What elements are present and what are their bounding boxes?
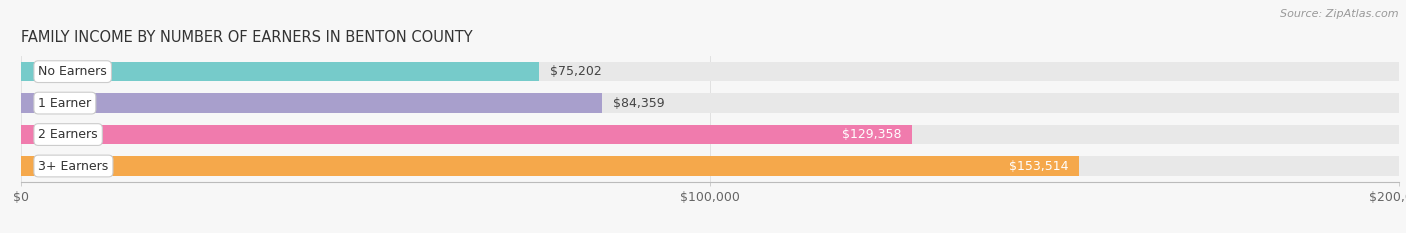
Bar (21, 156, 1399, 176)
Text: 3+ Earners: 3+ Earners (38, 160, 108, 172)
Text: FAMILY INCOME BY NUMBER OF EARNERS IN BENTON COUNTY: FAMILY INCOME BY NUMBER OF EARNERS IN BE… (21, 30, 472, 45)
Text: Source: ZipAtlas.com: Source: ZipAtlas.com (1281, 9, 1399, 19)
Bar (21, 62, 538, 81)
Text: $84,359: $84,359 (613, 97, 664, 110)
Bar (21, 125, 1399, 144)
Bar (21, 62, 1399, 81)
Text: 1 Earner: 1 Earner (38, 97, 91, 110)
Text: $75,202: $75,202 (550, 65, 602, 78)
Text: No Earners: No Earners (38, 65, 107, 78)
Text: 2 Earners: 2 Earners (38, 128, 98, 141)
Bar (21, 156, 1078, 176)
Bar (21, 125, 912, 144)
Text: $129,358: $129,358 (842, 128, 903, 141)
Bar (21, 93, 1399, 113)
Text: $153,514: $153,514 (1010, 160, 1069, 172)
Bar (21, 93, 602, 113)
